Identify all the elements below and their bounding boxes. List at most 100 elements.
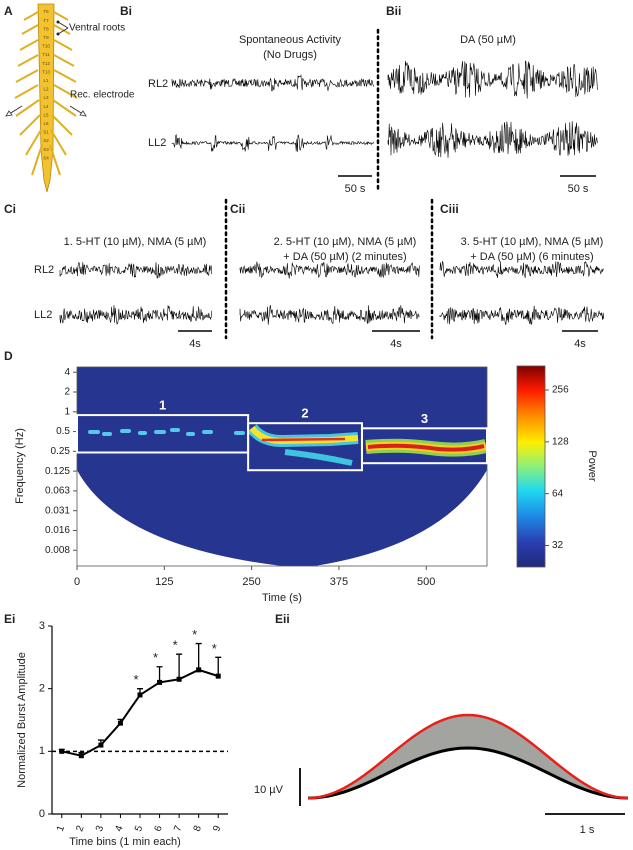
difference-area: [308, 715, 628, 798]
scale-label: 4s: [574, 338, 586, 350]
segment-label: L4: [43, 104, 49, 109]
region-label: 1: [159, 398, 166, 413]
trace-label: LL2: [34, 309, 52, 321]
trace: [59, 262, 213, 279]
segment-label: L5: [43, 112, 49, 117]
point: [176, 676, 182, 682]
x-axis-label: Time (s): [262, 592, 302, 604]
segment-label: T10: [42, 44, 50, 49]
colorbar-tick-label: 256: [552, 385, 569, 396]
panel-title: 1. 5-HT (10 µM), NMA (5 µM): [64, 236, 207, 248]
trace: [439, 260, 604, 279]
trace: [439, 305, 605, 325]
x-tick-label: 8: [192, 824, 204, 833]
point: [98, 742, 104, 748]
panel-label: Eii: [275, 612, 290, 626]
panel-label: Ciii: [440, 202, 459, 216]
y-tick-label: 1: [64, 406, 70, 417]
segment-label: L2: [43, 87, 49, 92]
segment-label: T8: [43, 26, 49, 31]
y-tick-label: 0.25: [51, 446, 71, 457]
trace: [239, 304, 420, 325]
panel-title: DA (50 µM): [460, 34, 516, 46]
panel-title: 2. 5-HT (10 µM), NMA (5 µM): [274, 236, 417, 248]
error-bar: [195, 642, 202, 670]
panel-label: Ei: [4, 612, 15, 626]
panel-title: Spontaneous Activity: [239, 34, 342, 46]
y-tick-label: 0.063: [45, 486, 70, 497]
x-tick-label: 6: [153, 824, 165, 833]
x-tick-label: 5: [133, 824, 145, 833]
x-tick-label: 9: [211, 824, 223, 833]
x-tick-label: 500: [417, 576, 435, 588]
segment-label: S2: [43, 138, 49, 143]
x-tick-label: 125: [155, 576, 173, 588]
point: [157, 679, 163, 685]
x-tick-label: 375: [330, 576, 348, 588]
error-bar: [156, 666, 163, 683]
trace-label: LL2: [148, 137, 166, 149]
segment-label: L6: [43, 121, 49, 126]
scale-label: 4s: [390, 338, 402, 350]
segment-label: S4: [43, 155, 49, 160]
scale-label: 50 s: [345, 183, 366, 195]
colorbar-tick-label: 64: [552, 488, 564, 499]
panel-title: 3. 5-HT (10 µM), NMA (5 µM): [461, 236, 604, 248]
point: [137, 692, 143, 698]
y-tick-label: 0: [39, 808, 45, 820]
scale-label: 1 s: [580, 824, 595, 836]
x-tick-label: 4: [114, 824, 126, 833]
annotation: Rec. electrode: [70, 90, 135, 101]
panel-title: + DA (50 µM) (2 minutes): [283, 251, 406, 263]
region-label: 3: [421, 411, 428, 426]
significance-label: *: [173, 638, 178, 653]
trace: [171, 74, 374, 92]
x-tick-label: 250: [242, 576, 260, 588]
panel-title: + DA (50 µM) (6 minutes): [470, 251, 593, 263]
segment-label: S3: [43, 147, 49, 152]
significance-label: *: [133, 672, 138, 687]
spinal-cord: [5, 3, 87, 193]
segment-label: T7: [43, 18, 49, 23]
panel-label: D: [4, 349, 13, 363]
waveform: [307, 746, 629, 800]
segment-label: T11: [42, 52, 50, 57]
panel-label: A: [4, 4, 13, 18]
y-axis-label: Frequency (Hz): [14, 428, 26, 504]
colorbar-tick-label: 32: [552, 540, 564, 551]
region-box: [360, 427, 489, 465]
significance-label: *: [192, 627, 197, 642]
point: [78, 753, 84, 759]
annotation: Ventral roots: [69, 23, 125, 34]
panel-label: Ci: [4, 202, 16, 216]
error-bar: [176, 653, 183, 680]
y-tick-label: 2: [64, 387, 70, 398]
x-tick-label: 7: [172, 824, 184, 833]
y-tick-label: 4: [64, 367, 70, 378]
trace-label: RL2: [34, 264, 54, 276]
scale-label: 10 µV: [254, 784, 284, 796]
series-line: [61, 668, 219, 757]
segment-label: T13: [42, 69, 50, 74]
error-bar: [215, 656, 222, 677]
segment-label: T12: [42, 61, 50, 66]
colorbar-label: Power: [586, 450, 598, 482]
y-tick-label: 0.016: [45, 525, 70, 536]
trace: [171, 133, 374, 152]
waveform: [307, 713, 629, 800]
region-label: 2: [301, 406, 308, 421]
x-tick-label: 2: [74, 824, 86, 833]
segment-label: T6: [43, 9, 49, 14]
x-tick-label: 1: [55, 824, 67, 833]
y-tick-label: 2: [39, 683, 45, 695]
segment-label: L3: [43, 95, 49, 100]
significance-label: *: [153, 650, 158, 665]
colorbar-tick-label: 128: [552, 436, 569, 447]
x-axis-label: Time bins (1 min each): [69, 836, 180, 848]
scale-label: 50 s: [568, 183, 589, 195]
point: [196, 667, 202, 673]
trace-label: RL2: [148, 78, 168, 90]
y-tick-label: 0.008: [45, 545, 70, 556]
y-tick-label: 3: [39, 620, 45, 632]
